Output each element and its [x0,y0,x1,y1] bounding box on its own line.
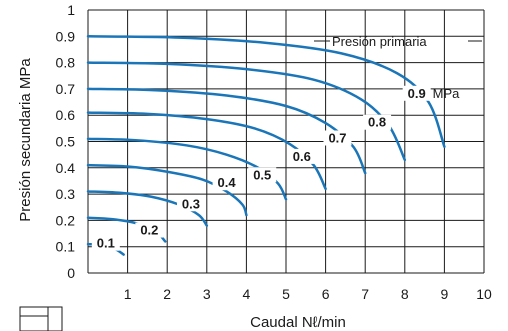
primary-pressure-annotation: Presión primaria [314,34,482,49]
y-tick-label-0.6: 0.6 [56,107,76,123]
curve-label-4: 0.5 [253,167,271,182]
y-tick-label-0.7: 0.7 [56,81,76,97]
x-axis-title: Caudal Nℓ/min [250,314,346,331]
corner-icon [19,306,63,331]
x-tick-label-8: 8 [401,286,409,302]
curve-label-7: 0.8 [368,115,386,130]
curve-label-0: 0.1 [97,236,115,251]
y-tick-label-0.5: 0.5 [56,134,76,150]
curve-label-8: 0.9 [408,86,426,101]
curve-label-1: 0.2 [140,223,158,238]
curve-label-bg-4 [248,167,277,183]
chart-tick-labels: 1 2 3 4 5 6 7 8 9 10 0 0.1 0.2 0.3 0.4 0.5 0.6 0.7 0.8 0.9 1 [56,2,492,302]
x-tick-label-9: 9 [441,286,449,302]
curve-label-6: 0.7 [328,131,346,146]
chart-curve-labels: 0.1 0.2 0.3 0.4 0.5 0.6 0.7 0.8 0.9 MPa [91,85,461,251]
corner-icon-box [19,306,63,331]
x-tick-label-7: 7 [361,286,369,302]
curve-label-5: 0.6 [293,149,311,164]
curve-label-bg-1 [135,222,164,238]
curve-label-bg-2 [176,196,205,212]
y-tick-label-0.2: 0.2 [56,212,76,228]
y-tick-label-0.1: 0.1 [56,239,76,255]
x-tick-label-6: 6 [322,286,330,302]
primary-pressure-label: Presión primaria [332,34,427,49]
curve-label-3: 0.4 [218,175,237,190]
y-tick-label-0.9: 0.9 [56,28,76,44]
y-tick-label-0: 0 [67,265,75,281]
curve-label-bg-5 [287,148,316,164]
curve-label-bg-8 [402,85,431,101]
curve-label-bg-0 [91,235,120,251]
series-line-0.3 [86,190,209,227]
curve-label-bg-3 [212,175,241,191]
series-line-0.7 [86,87,367,175]
x-tick-label-4: 4 [243,286,251,302]
series-line-0.5 [86,137,288,201]
curve-label-bg-6 [323,130,352,146]
curve-label-2: 0.3 [182,196,200,211]
x-tick-label-1: 1 [124,286,132,302]
curve-label-bg-7 [363,114,392,130]
series-line-0.9 [86,35,446,149]
x-tick-label-3: 3 [203,286,211,302]
unit-label: MPa [433,86,461,101]
chart-grid [87,9,485,274]
x-tick-label-2: 2 [163,286,171,302]
chart-curves [86,35,446,256]
y-tick-label-0.8: 0.8 [56,55,76,71]
y-tick-label-1: 1 [67,2,75,18]
y-tick-label-0.4: 0.4 [56,160,76,176]
x-tick-label-10: 10 [476,286,492,302]
series-line-0.6 [86,111,327,191]
y-tick-label-0.3: 0.3 [56,186,76,202]
x-tick-label-5: 5 [282,286,290,302]
series-line-0.4 [86,163,248,217]
y-axis-title: Presión secundaria MPa [17,58,34,222]
